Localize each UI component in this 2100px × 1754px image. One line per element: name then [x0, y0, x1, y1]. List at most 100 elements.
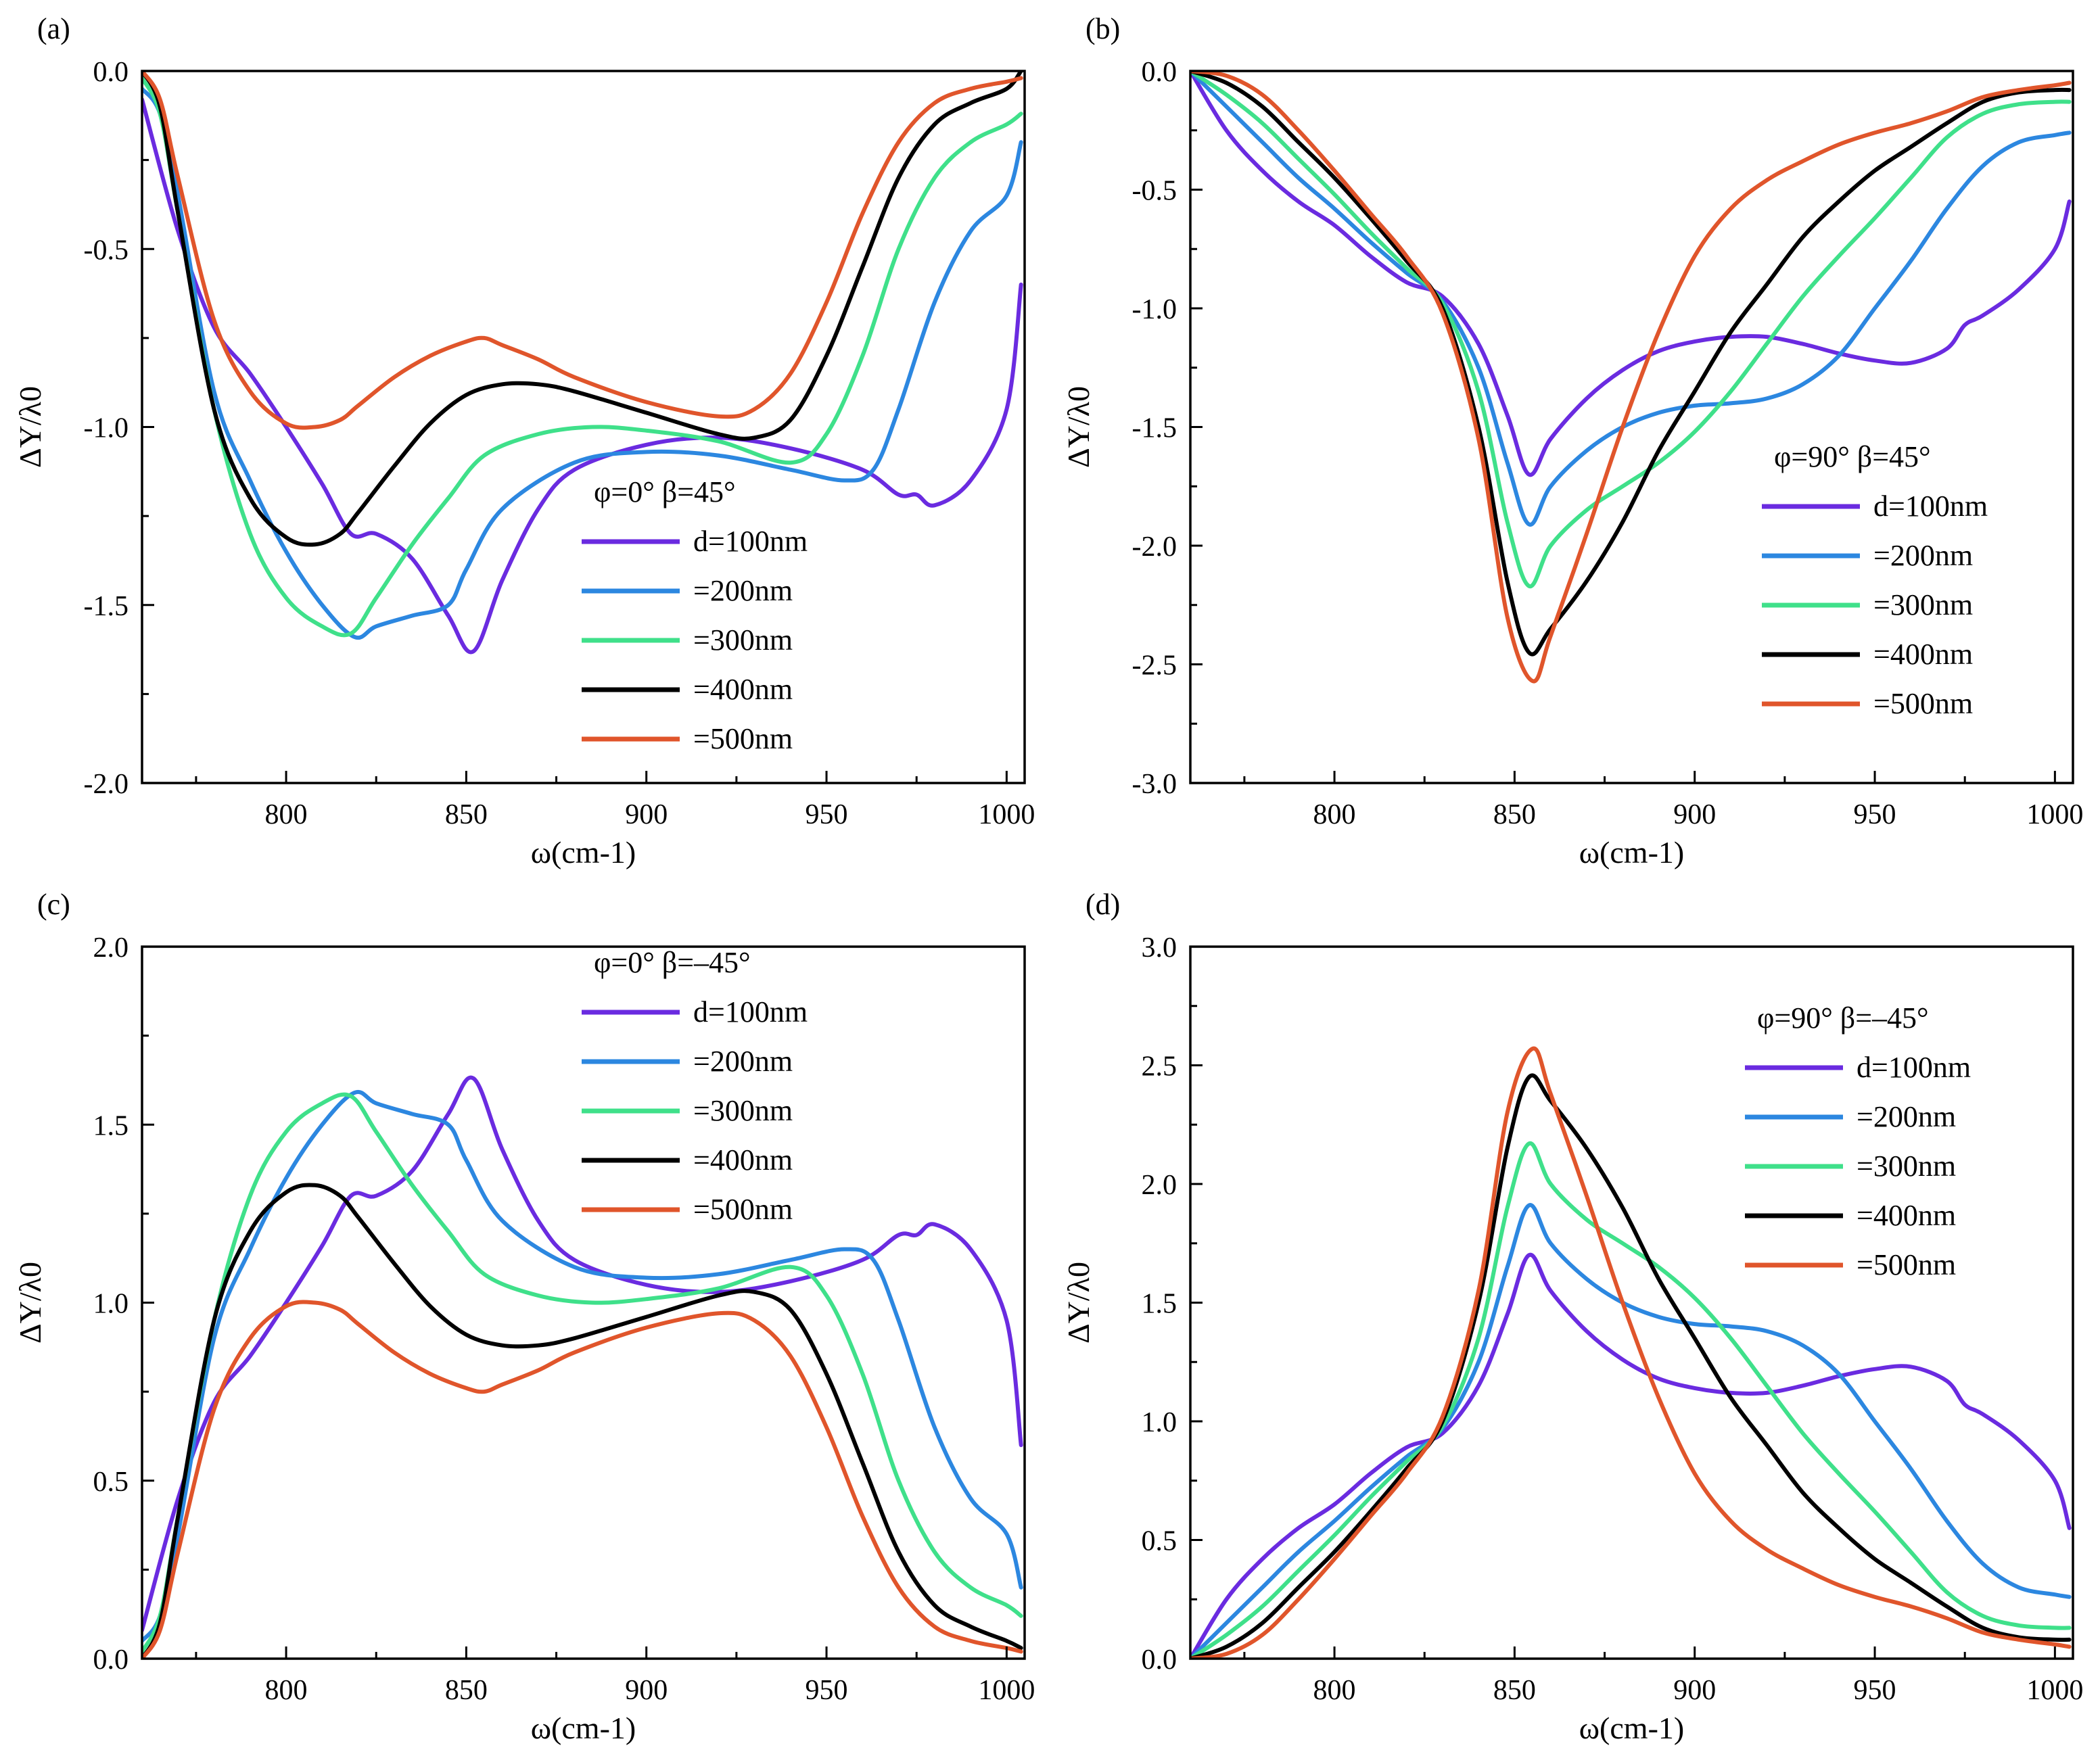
panel-label: (b) [1086, 12, 1120, 45]
x-tick-label: 1000 [978, 799, 1035, 830]
legend-label-4: =400nm [1857, 1199, 1956, 1232]
panel-a: (a) 800 850 900 950 1000 0.0 -0.5 -1.0 -1.5 -2.0 ω(… [13, 12, 1035, 870]
legend-label-5: =500nm [693, 1193, 793, 1226]
series-line-2 [1190, 71, 2072, 527]
legend-label-4: =400nm [1873, 638, 1973, 671]
x-axis-label: ω(cm-1) [531, 1711, 636, 1745]
x-tick-label: 950 [1854, 1675, 1896, 1706]
x-tick-label: 800 [265, 799, 308, 830]
legend: φ=0° β=45° d=100nm =200nm =300nm =400nm =500n… [582, 475, 808, 755]
y-tick-label: 0.5 [1142, 1526, 1177, 1557]
x-axis-label: ω(cm-1) [1579, 835, 1684, 870]
x-tick-label: 950 [1854, 799, 1896, 830]
legend-label-2: =200nm [693, 574, 793, 607]
y-tick-label: -2.0 [84, 769, 129, 800]
y-tick-label: 1.0 [1142, 1407, 1177, 1438]
series-line-4 [142, 71, 1023, 547]
x-tick-label: 850 [445, 1675, 488, 1706]
legend-title: φ=90° β=–45° [1757, 1001, 1929, 1035]
series-line-2 [142, 87, 1023, 640]
y-tick-label: 0.0 [1142, 57, 1177, 88]
x-tick-label: 1000 [978, 1675, 1035, 1706]
y-tick-label: 3.0 [1142, 932, 1177, 964]
legend: φ=90° β=45° d=100nm =200nm =300nm =400nm =500… [1762, 440, 1988, 720]
legend-label-1: d=100nm [693, 525, 808, 558]
curves [1190, 71, 2072, 684]
legend-label-5: =500nm [693, 722, 793, 755]
legend: φ=0° β=–45° d=100nm =200nm =300nm =400nm =500… [582, 946, 808, 1226]
series-line-4 [142, 1183, 1023, 1659]
legend-label-1: d=100nm [693, 995, 808, 1028]
series-line-1 [1190, 71, 2072, 477]
curves [1190, 1046, 2072, 1659]
series-line-5 [1190, 71, 2072, 684]
plot-frame [1189, 70, 2074, 784]
series-line-1 [142, 1075, 1023, 1632]
legend-title: φ=90° β=45° [1774, 440, 1931, 473]
legend: φ=90° β=–45° d=100nm =200nm =300nm =400nm =50… [1745, 1001, 1971, 1281]
y-tick-label: 1.5 [1142, 1289, 1177, 1320]
y-tick-label: 0.0 [1142, 1644, 1177, 1676]
y-tick-label: -3.0 [1132, 769, 1177, 800]
x-axis-label: ω(cm-1) [1579, 1711, 1684, 1745]
series-line-2 [1190, 1203, 2072, 1659]
x-tick-label: 800 [1313, 799, 1356, 830]
panel-c: (c) 800 850 900 950 1000 0.0 0.5 1.0 1.5 2.0 ω(cm-1… [13, 888, 1035, 1745]
legend-label-3: =300nm [693, 1094, 793, 1127]
y-tick-label: -2.0 [1132, 531, 1177, 563]
y-tick-label: -0.5 [84, 235, 129, 266]
x-tick-label: 1000 [2026, 799, 2083, 830]
y-tick-label: -2.5 [1132, 650, 1177, 682]
y-tick-label: 2.0 [93, 932, 129, 964]
legend-label-1: d=100nm [1857, 1051, 1971, 1084]
y-tick-label: 1.5 [93, 1110, 129, 1141]
x-tick-label: 900 [625, 799, 668, 830]
y-axis-label: ΔY/λ0 [13, 1262, 47, 1344]
x-axis-label: ω(cm-1) [531, 835, 636, 870]
series-line-5 [142, 71, 1023, 430]
legend-label-2: =200nm [693, 1045, 793, 1078]
legend-label-1: d=100nm [1873, 490, 1988, 523]
y-tick-label: 2.0 [1142, 1170, 1177, 1201]
panel-label: (d) [1086, 888, 1120, 921]
y-axis-label: ΔY/λ0 [1061, 386, 1096, 468]
series-line-5 [142, 1300, 1023, 1659]
legend-title: φ=0° β=–45° [594, 946, 751, 979]
legend-label-3: =300nm [1873, 588, 1973, 621]
series-line-5 [1190, 1046, 2072, 1659]
series-line-1 [1190, 1252, 2072, 1659]
y-tick-label: -1.0 [84, 413, 129, 444]
legend-label-2: =200nm [1857, 1100, 1956, 1133]
y-tick-label: -1.5 [1132, 413, 1177, 444]
legend-label-3: =300nm [693, 623, 793, 657]
x-tick-label: 950 [806, 1675, 848, 1706]
x-tick-label: 850 [1493, 799, 1536, 830]
panel-d: (d) 800 850 900 950 1000 0.0 0.5 1.0 1.5 2.0 2.5 3.0… [1061, 888, 2083, 1745]
curves [142, 1075, 1023, 1659]
y-tick-label: 0.0 [93, 1644, 129, 1676]
panel-b: (b) 800 850 900 950 1000 0.0 -0.5 -1.0 -1.5 -2.0 -2… [1061, 12, 2083, 870]
x-tick-label: 1000 [2026, 1675, 2083, 1706]
legend-label-5: =500nm [1857, 1248, 1956, 1281]
legend-label-5: =500nm [1873, 687, 1973, 720]
panel-label: (c) [37, 888, 70, 921]
series-line-1 [142, 97, 1023, 655]
x-tick-label: 850 [445, 799, 488, 830]
series-line-4 [1190, 71, 2072, 657]
y-axis-label: ΔY/λ0 [13, 386, 47, 468]
x-tick-label: 850 [1493, 1675, 1536, 1706]
y-tick-label: 0.0 [93, 57, 129, 88]
x-tick-label: 800 [1313, 1675, 1356, 1706]
y-tick-label: -1.0 [1132, 294, 1177, 325]
y-tick-label: -1.5 [84, 591, 129, 622]
y-axis-label: ΔY/λ0 [1061, 1262, 1096, 1344]
legend-label-4: =400nm [693, 1143, 793, 1177]
curves [142, 71, 1023, 655]
x-tick-label: 950 [806, 799, 848, 830]
x-tick-label: 800 [265, 1675, 308, 1706]
series-line-4 [1190, 1073, 2072, 1659]
panel-label: (a) [37, 12, 70, 45]
series-line-3 [1190, 1141, 2072, 1659]
x-tick-label: 900 [625, 1675, 668, 1706]
